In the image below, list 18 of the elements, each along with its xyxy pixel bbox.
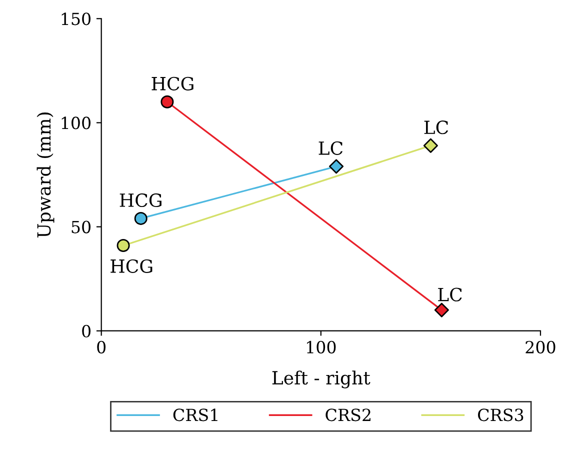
y-tick-label: 50 bbox=[72, 220, 91, 234]
annotation: HCG bbox=[152, 76, 194, 90]
annotation: LC bbox=[318, 141, 343, 155]
y-tick-label: 0 bbox=[82, 324, 91, 338]
x-tick-label: 100 bbox=[307, 340, 336, 354]
legend-label: CRS1 bbox=[173, 408, 218, 422]
annotation: HCG bbox=[110, 259, 152, 273]
annotation: HCG bbox=[120, 193, 162, 208]
annotation: LC bbox=[424, 120, 448, 134]
x-axis-title: Left - right bbox=[272, 370, 370, 388]
legend-label: CRS2 bbox=[326, 408, 370, 422]
y-tick-label: 100 bbox=[62, 116, 91, 130]
y-tick-label: 150 bbox=[62, 12, 91, 26]
x-tick-label: 200 bbox=[526, 340, 556, 354]
legend-label: CRS3 bbox=[478, 408, 524, 422]
x-tick-label: 0 bbox=[97, 340, 106, 354]
annotation: LC bbox=[438, 288, 462, 302]
y-axis-title: Upward (mm) bbox=[36, 112, 54, 238]
